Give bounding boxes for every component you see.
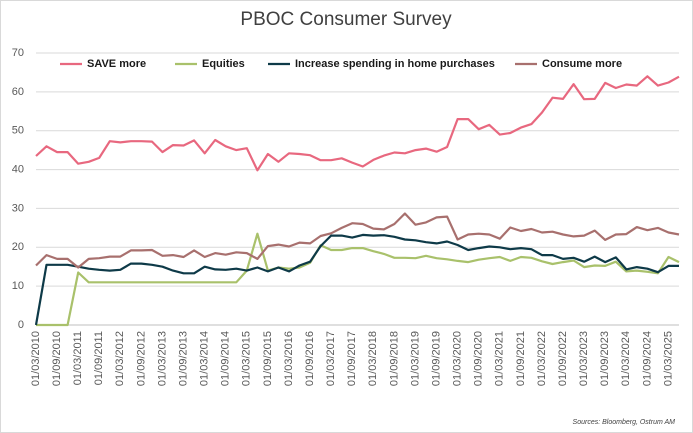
legend-label: Increase spending in home purchases <box>295 58 495 70</box>
series-line <box>36 232 680 327</box>
x-tick-label: 01/03/2019 <box>409 331 421 386</box>
series-line <box>34 233 679 326</box>
x-tick-label: 01/03/2013 <box>156 331 168 386</box>
x-tick-label: 01/03/2012 <box>114 331 126 386</box>
y-tick-label: 40 <box>12 163 24 175</box>
x-tick-label: 01/09/2018 <box>388 331 400 386</box>
x-tick-label: 01/03/2018 <box>367 331 379 386</box>
chart-title: PBOC Consumer Survey <box>240 9 452 30</box>
x-tick-label: 01/09/2016 <box>304 331 316 386</box>
y-tick-label: 0 <box>18 319 24 331</box>
x-tick-label: 01/09/2024 <box>641 331 653 386</box>
x-tick-label: 01/03/2015 <box>241 331 253 386</box>
x-tick-label: 01/03/2010 <box>30 331 42 386</box>
x-tick-label: 01/09/2015 <box>262 331 274 386</box>
x-tick-label: 01/09/2010 <box>51 331 63 386</box>
series-line <box>35 75 680 172</box>
y-tick-label: 10 <box>12 280 24 292</box>
legend-label: SAVE more <box>87 58 146 70</box>
source-note: Sources: Bloomberg, Ostrum AM <box>573 419 676 426</box>
x-tick-label: 01/09/2013 <box>177 331 189 386</box>
y-tick-label: 50 <box>12 125 24 137</box>
x-tick-label: 01/03/2022 <box>536 331 548 386</box>
x-tick-label: 01/09/2021 <box>515 331 527 386</box>
x-tick-label: 01/09/2019 <box>430 331 442 386</box>
x-tick-label: 01/03/2014 <box>199 331 211 386</box>
y-tick-label: 70 <box>12 47 24 59</box>
x-tick-label: 01/09/2012 <box>135 331 147 386</box>
x-tick-label: 01/03/2021 <box>494 331 506 386</box>
x-tick-label: 01/03/2011 <box>72 331 84 385</box>
legend-label: Equities <box>202 58 245 70</box>
x-tick-label: 01/03/2023 <box>578 331 590 386</box>
y-tick-label: 60 <box>12 86 24 98</box>
x-tick-label: 01/03/2025 <box>662 331 674 386</box>
legend-label: Consume more <box>542 58 622 70</box>
y-tick-label: 30 <box>12 202 24 214</box>
x-tick-label: 01/09/2023 <box>599 331 611 386</box>
x-tick-label: 01/03/2017 <box>325 331 337 386</box>
x-tick-label: 01/09/2011 <box>93 331 105 385</box>
x-tick-label: 01/09/2014 <box>220 331 232 386</box>
x-tick-label: 01/03/2020 <box>452 331 464 386</box>
y-tick-label: 20 <box>12 241 24 253</box>
x-tick-label: 01/09/2022 <box>557 331 569 386</box>
x-tick-label: 01/09/2017 <box>346 331 358 386</box>
x-tick-label: 01/03/2016 <box>283 331 295 386</box>
series-line <box>35 212 680 269</box>
x-tick-label: 01/03/2024 <box>620 331 632 386</box>
x-tick-label: 01/09/2020 <box>473 331 485 386</box>
